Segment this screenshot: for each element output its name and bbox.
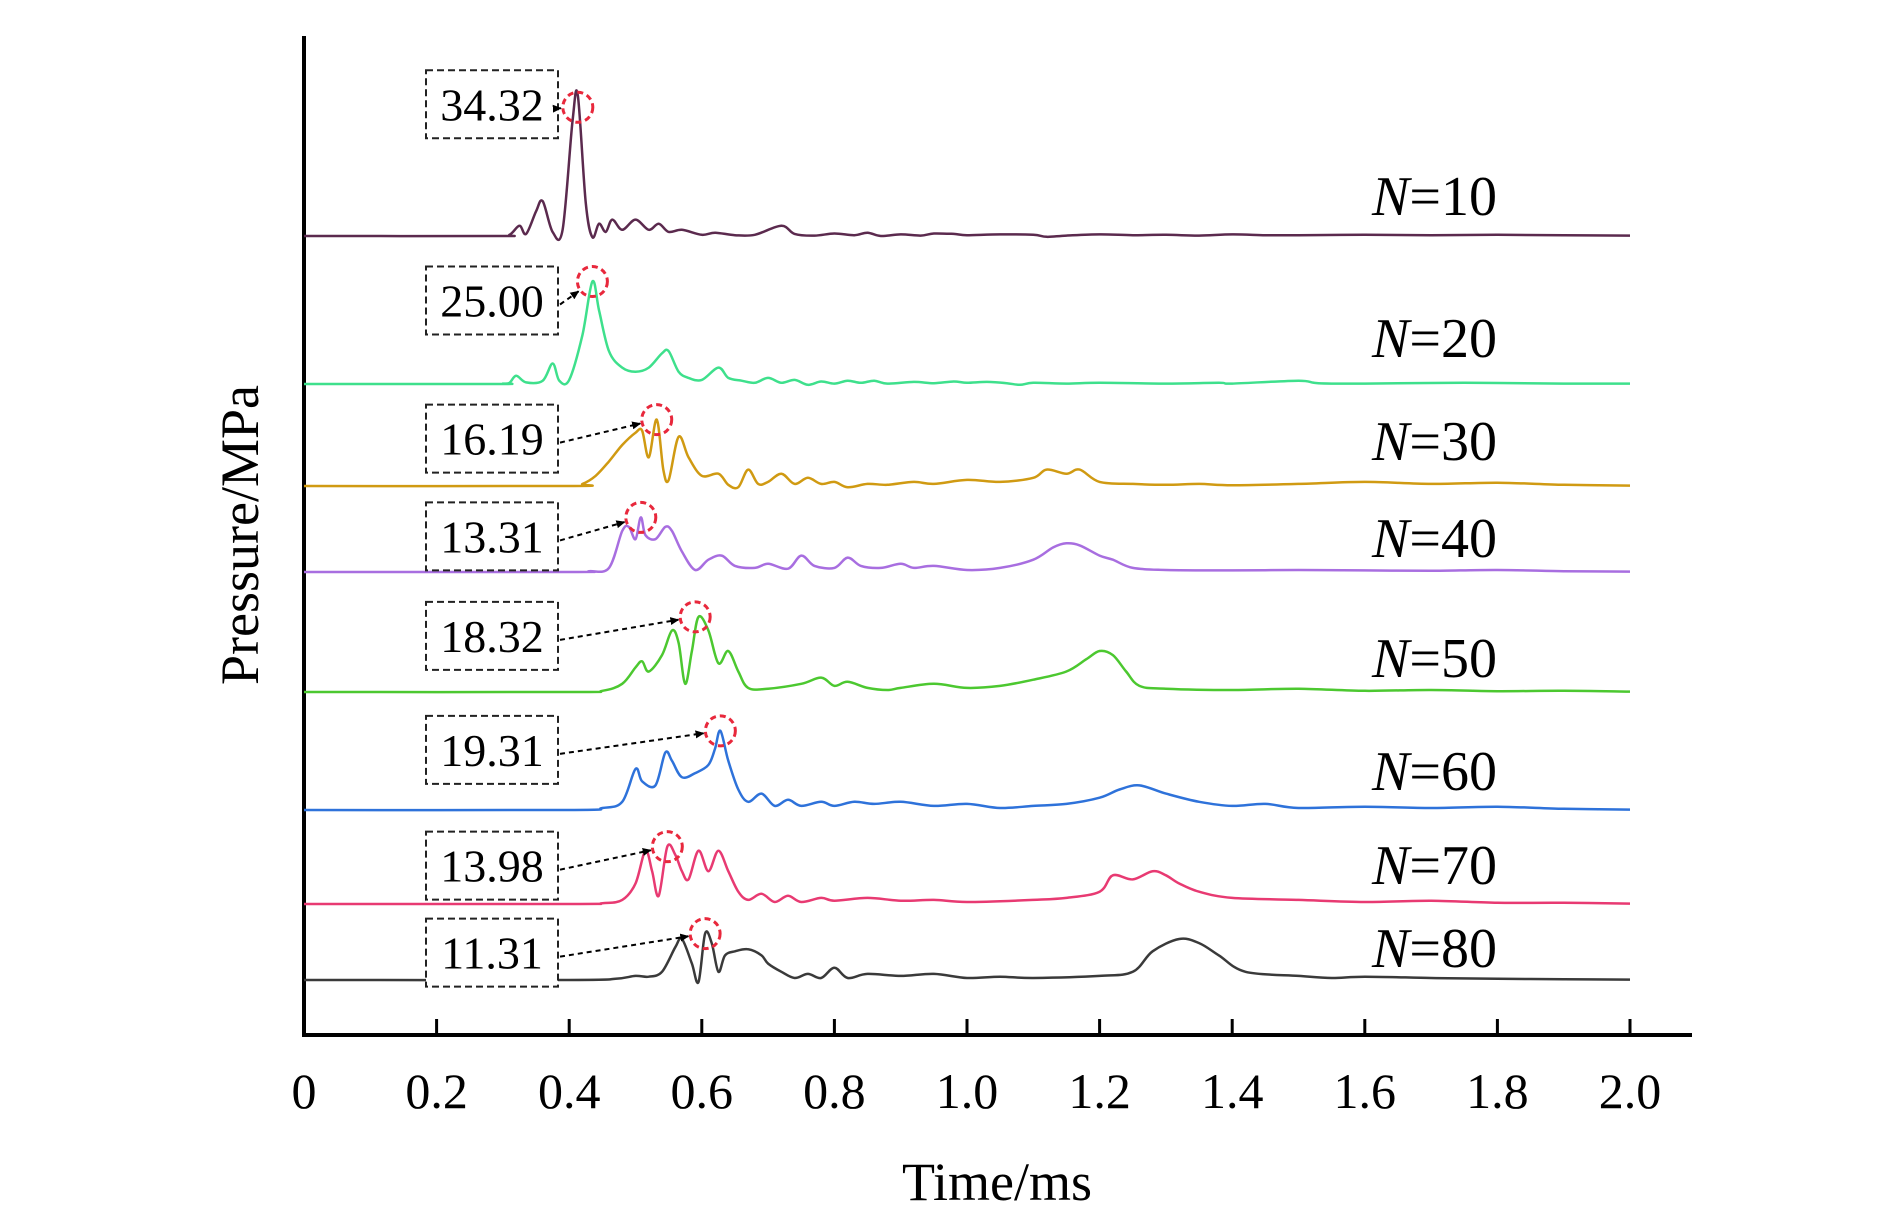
series-label-5: N=50 xyxy=(1371,628,1497,690)
series-label-value: =40 xyxy=(1409,508,1497,570)
x-axis-label: Time/ms xyxy=(902,1152,1092,1212)
peak-label-box xyxy=(425,600,559,671)
series-label-var: N xyxy=(1371,308,1412,370)
peak-value-label: 34.32 xyxy=(440,79,544,130)
peak-value-label: 16.19 xyxy=(440,414,544,465)
peak-arrow xyxy=(559,617,680,641)
peak-arrow xyxy=(559,848,652,871)
series-label-var: N xyxy=(1371,835,1412,897)
axes: 0 0.2 0.4 0.6 0.8 1.0 1.2 1.4 1.6 1.8 2.0 xyxy=(292,36,1692,1119)
series-label-2: N=20 xyxy=(1371,308,1497,370)
series-label-var: N xyxy=(1371,741,1412,803)
peak-label-box xyxy=(425,265,559,336)
peak-label-box xyxy=(425,714,559,785)
peak-arrow xyxy=(559,421,642,444)
series-label-value: =70 xyxy=(1409,835,1497,897)
series-label-7: N=70 xyxy=(1371,835,1497,897)
peak-circle xyxy=(678,600,712,634)
series-line-3 xyxy=(303,418,1631,490)
series-label-var: N xyxy=(1371,166,1412,228)
peak-value-label: 11.31 xyxy=(441,928,543,979)
series-label-value: =20 xyxy=(1409,308,1497,370)
series-label-value: =60 xyxy=(1409,741,1497,803)
x-tick-label: 1.6 xyxy=(1334,1063,1397,1119)
series-line-6 xyxy=(303,729,1631,812)
x-tick-label: 0.6 xyxy=(671,1063,734,1119)
peak-value-label: 25.00 xyxy=(440,276,544,327)
x-tick-label: 2.0 xyxy=(1599,1063,1662,1119)
series-label-3: N=30 xyxy=(1371,411,1497,473)
series-label-var: N xyxy=(1371,628,1412,690)
series-label-6: N=60 xyxy=(1371,741,1497,803)
series-label-var: N xyxy=(1371,411,1412,473)
series-line-1 xyxy=(303,89,1631,242)
peak-circle xyxy=(703,714,737,748)
series-label-value: =10 xyxy=(1409,166,1497,228)
series-label-var: N xyxy=(1371,508,1412,570)
series-label-value: =50 xyxy=(1409,628,1497,690)
x-ticks xyxy=(302,1019,1632,1035)
peak-circle xyxy=(650,830,684,864)
x-tick-labels: 0 0.2 0.4 0.6 0.8 1.0 1.2 1.4 1.6 1.8 2.0 xyxy=(292,1063,1662,1119)
peak-value-label: 19.31 xyxy=(440,725,544,776)
series-label-8: N=80 xyxy=(1371,918,1497,980)
x-tick-label: 1.8 xyxy=(1466,1063,1529,1119)
series-lines xyxy=(303,89,1631,985)
peak-circle xyxy=(561,90,595,124)
series-line-2 xyxy=(303,279,1631,387)
peak-label-box xyxy=(425,917,559,988)
peak-circle xyxy=(575,265,609,298)
x-tick-label: 0.2 xyxy=(405,1063,468,1119)
x-tick-label: 1.0 xyxy=(936,1063,999,1119)
x-tick-label: 0 xyxy=(292,1063,317,1119)
peak-markers: 34.32 25.00 16.19 13.31 18.32 19.31 13.98 11.31 xyxy=(425,69,737,988)
peak-value-label: 18.32 xyxy=(440,611,544,662)
peak-circle xyxy=(640,403,674,437)
series-label-value: =30 xyxy=(1409,411,1497,473)
x-tick-label: 0.4 xyxy=(538,1063,601,1119)
series-line-8 xyxy=(303,930,1631,985)
peak-arrow xyxy=(559,730,705,755)
series-label-4: N=40 xyxy=(1371,508,1497,570)
peak-circle xyxy=(624,500,658,534)
series-labels: N=10N=20N=30N=40N=50N=60N=70N=80 xyxy=(1371,166,1497,980)
series-label-value: =80 xyxy=(1409,918,1497,980)
x-tick-label: 1.4 xyxy=(1201,1063,1264,1119)
peak-arrow xyxy=(559,520,626,542)
y-axis-label: Pressure/MPa xyxy=(210,385,270,685)
series-line-4 xyxy=(303,516,1631,574)
peak-label-box xyxy=(425,69,559,140)
peak-label-box xyxy=(425,403,559,474)
peak-value-label: 13.98 xyxy=(440,841,544,892)
series-label-var: N xyxy=(1371,918,1412,980)
peak-circle xyxy=(688,917,722,951)
peak-arrow xyxy=(559,933,690,958)
peak-label-box xyxy=(425,501,559,572)
series-line-5 xyxy=(303,614,1631,694)
peak-label-box xyxy=(425,830,559,901)
series-line-7 xyxy=(303,843,1631,906)
series-label-1: N=10 xyxy=(1371,166,1497,228)
x-tick-label: 0.8 xyxy=(803,1063,866,1119)
peak-value-label: 13.31 xyxy=(440,511,544,562)
x-tick-label: 1.2 xyxy=(1068,1063,1131,1119)
peak-arrow xyxy=(559,290,580,306)
